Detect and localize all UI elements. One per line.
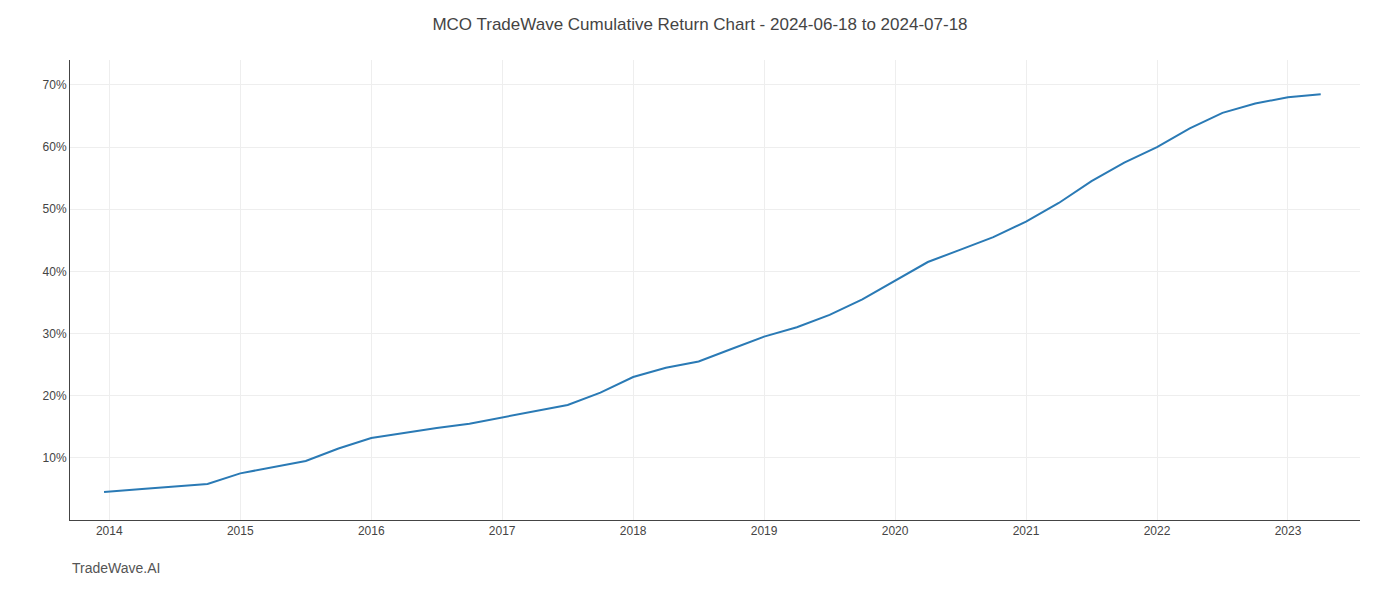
svg-text:2021: 2021 bbox=[1013, 524, 1040, 538]
svg-text:2016: 2016 bbox=[358, 524, 385, 538]
svg-text:2014: 2014 bbox=[96, 524, 123, 538]
svg-text:60%: 60% bbox=[43, 140, 67, 154]
svg-text:2022: 2022 bbox=[1144, 524, 1171, 538]
svg-text:2018: 2018 bbox=[620, 524, 647, 538]
svg-text:10%: 10% bbox=[43, 451, 67, 465]
svg-text:40%: 40% bbox=[43, 265, 67, 279]
svg-text:2020: 2020 bbox=[882, 524, 909, 538]
svg-text:2017: 2017 bbox=[489, 524, 516, 538]
svg-text:20%: 20% bbox=[43, 389, 67, 403]
svg-text:2015: 2015 bbox=[227, 524, 254, 538]
svg-text:2023: 2023 bbox=[1275, 524, 1302, 538]
svg-text:50%: 50% bbox=[43, 202, 67, 216]
svg-text:TradeWave.AI: TradeWave.AI bbox=[72, 560, 160, 576]
svg-text:70%: 70% bbox=[43, 78, 67, 92]
svg-text:2019: 2019 bbox=[751, 524, 778, 538]
svg-text:MCO TradeWave Cumulative Retur: MCO TradeWave Cumulative Return Chart - … bbox=[432, 15, 967, 34]
svg-text:30%: 30% bbox=[43, 327, 67, 341]
